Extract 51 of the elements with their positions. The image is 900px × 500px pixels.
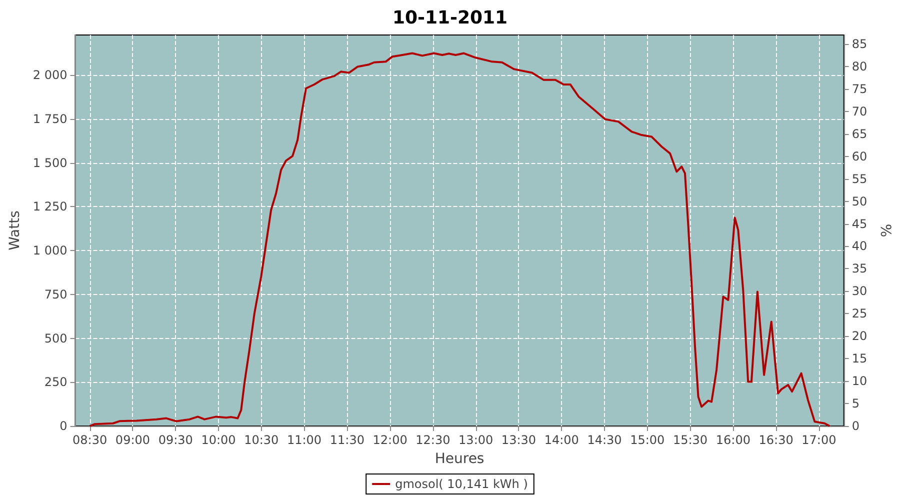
y2-tick-label: 70 bbox=[852, 104, 868, 118]
legend-label: gmosol( 10,141 kWh ) bbox=[395, 477, 528, 491]
y2-tick-label: 50 bbox=[852, 194, 868, 208]
y2-tick-label: 0 bbox=[852, 419, 860, 433]
x-axis-title: Heures bbox=[434, 451, 484, 467]
y2-axis-title: % bbox=[877, 224, 893, 238]
y-axis-title: Watts bbox=[7, 210, 23, 250]
x-tick-label: 11:30 bbox=[330, 433, 364, 447]
x-tick-label: 15:00 bbox=[630, 433, 665, 447]
y-tick-label: 1 500 bbox=[32, 156, 68, 170]
y2-tick-label: 10 bbox=[852, 374, 868, 388]
y2-tick-label: 75 bbox=[852, 82, 868, 96]
x-tick-label: 10:00 bbox=[201, 433, 236, 447]
x-tick-label: 13:30 bbox=[501, 433, 536, 447]
x-tick-label: 10:30 bbox=[244, 433, 279, 447]
y-tick-label: 2 000 bbox=[32, 68, 68, 82]
y2-tick-label: 65 bbox=[852, 126, 868, 141]
y2-tick-label: 5 bbox=[852, 396, 860, 411]
y2-tick-label: 40 bbox=[852, 239, 868, 254]
y2-tick-label: 85 bbox=[852, 36, 868, 51]
y2-tick-label: 30 bbox=[852, 284, 868, 298]
chart-title: 10-11-2011 bbox=[392, 8, 508, 28]
x-tick-label: 17:00 bbox=[802, 433, 836, 447]
x-tick-label: 15:30 bbox=[672, 433, 708, 447]
y-tick-label: 1 750 bbox=[32, 112, 68, 126]
x-tick-label: 16:30 bbox=[758, 433, 794, 447]
y-tick-label: 1 000 bbox=[32, 244, 68, 258]
y2-tick-label: 15 bbox=[852, 352, 868, 366]
x-tick-label: 11:00 bbox=[286, 433, 322, 447]
y-tick-label: 250 bbox=[44, 375, 68, 390]
x-tick-label: 14:00 bbox=[544, 433, 579, 447]
y2-tick-label: 55 bbox=[852, 172, 868, 186]
y-tick-label: 1 250 bbox=[32, 200, 68, 214]
y-tick-label: 500 bbox=[44, 331, 68, 346]
x-tick-label: 08:30 bbox=[72, 433, 108, 447]
y-tick-label: 0 bbox=[60, 419, 68, 433]
y2-tick-label: 35 bbox=[852, 262, 868, 276]
x-tick-label: 09:30 bbox=[158, 433, 193, 447]
y2-tick-label: 25 bbox=[852, 306, 868, 321]
x-tick-label: 09:00 bbox=[115, 433, 150, 447]
y2-tick-label: 80 bbox=[852, 59, 868, 74]
line-series bbox=[88, 52, 831, 427]
x-tick-label: 12:30 bbox=[416, 433, 450, 447]
y2-tick-label: 20 bbox=[852, 329, 868, 344]
y2-tick-label: 60 bbox=[852, 149, 868, 164]
x-tick-label: 13:00 bbox=[458, 433, 494, 447]
y-tick-label: 750 bbox=[44, 287, 68, 302]
y2-tick-label: 45 bbox=[852, 216, 868, 231]
x-tick-label: 14:30 bbox=[587, 433, 622, 447]
x-tick-label: 12:00 bbox=[372, 433, 408, 447]
x-tick-label: 16:00 bbox=[716, 433, 750, 447]
